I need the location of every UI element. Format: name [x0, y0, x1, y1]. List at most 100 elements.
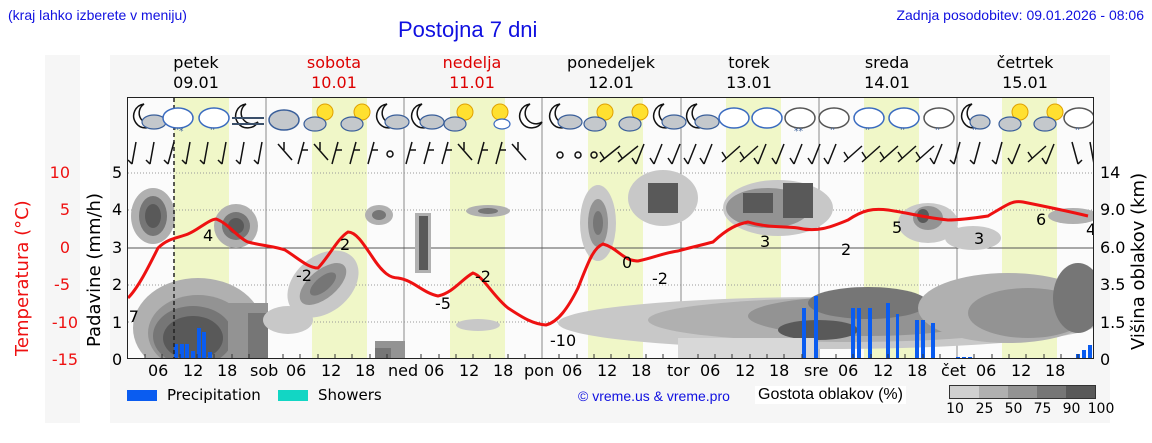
- cloud-density-tick: 10: [946, 401, 964, 417]
- svg-text:'': '': [1075, 127, 1080, 137]
- temp-tick: -10: [51, 313, 78, 332]
- temp-tick: 10: [49, 163, 70, 182]
- temperature-annotations: -7 4 -2 2 -5 -2 -10 0 -2 3 2 5 3 6 4: [128, 210, 1094, 350]
- precip-tick: 1: [112, 313, 123, 332]
- svg-text:2: 2: [340, 235, 350, 254]
- day-header-3: ponedeljek 12.01: [551, 53, 671, 93]
- svg-text:5: 5: [892, 218, 902, 237]
- x-tick: 06: [424, 361, 445, 380]
- svg-text:-2: -2: [296, 266, 312, 285]
- cloud-density-tick: 100: [1087, 401, 1115, 417]
- temp-tick: -15: [51, 350, 78, 369]
- svg-text:-10: -10: [550, 331, 576, 350]
- forecast-plot[interactable]: -7 4 -2 2 -5 -2 -10 0 -2 3 2 5 3 6 4: [127, 97, 1094, 359]
- moon-cloud-icon: [410, 103, 445, 130]
- x-tick: ned: [388, 361, 419, 380]
- cloud-icon: [268, 109, 300, 131]
- last-updated: Zadnja posodobitev: 09.01.2026 - 08:06: [896, 7, 1144, 23]
- cloud-height-tick: 14: [1100, 163, 1121, 182]
- day-date: 12.01: [588, 73, 634, 92]
- svg-text:**: **: [794, 127, 804, 137]
- svg-text:-2: -2: [475, 267, 491, 286]
- day-name: petek: [173, 53, 219, 72]
- x-tick: 18: [493, 361, 514, 380]
- temp-tick: 0: [59, 238, 70, 257]
- x-tick: 18: [769, 361, 790, 380]
- x-tick: 06: [148, 361, 169, 380]
- x-tick: 18: [217, 361, 238, 380]
- svg-text:0: 0: [622, 253, 632, 272]
- x-tick: 18: [355, 361, 376, 380]
- precipitation-swatch: [127, 390, 157, 401]
- sun-cloud-icon: [618, 103, 649, 132]
- day-name: ponedeljek: [567, 53, 655, 72]
- precip-tick: 4: [112, 200, 123, 219]
- day-header-5: sreda 14.01: [827, 53, 947, 93]
- cloud-height-tick: 3.5: [1100, 275, 1126, 294]
- x-tick: 12: [459, 361, 480, 380]
- cloud-rain-icon: '': [818, 107, 850, 137]
- cloud-height-tick: 1.5: [1100, 313, 1126, 332]
- moon-cloud-icon: [132, 103, 167, 130]
- x-tick: sob: [250, 361, 279, 380]
- x-tick: 06: [562, 361, 583, 380]
- precip-tick: 3: [112, 238, 123, 257]
- moon-cloud-icon: [685, 103, 720, 130]
- day-date: 11.01: [449, 73, 495, 92]
- day-name: sreda: [864, 53, 910, 72]
- svg-text:4: 4: [203, 226, 213, 245]
- forecast-chart-svg: -7 4 -2 2 -5 -2 -10 0 -2 3 2 5 3 6 4: [128, 98, 1094, 358]
- x-tick: sre: [804, 361, 829, 380]
- cloud-density: [131, 170, 1093, 358]
- cloud-rain-icon: '': [1063, 107, 1093, 137]
- cloud-rain-icon: '': [198, 107, 230, 137]
- svg-text:-5: -5: [435, 294, 451, 313]
- region-hint[interactable]: (kraj lahko izberete v meniju): [8, 7, 187, 23]
- svg-text:3: 3: [974, 229, 984, 248]
- moon-cloud-icon: [652, 103, 687, 130]
- sun-cloud-icon: [443, 103, 474, 132]
- day-date: 09.01: [173, 73, 219, 92]
- weather-icons: ''* '' ** '' '' '' '' '' ': [132, 103, 1093, 137]
- x-tick: 12: [597, 361, 618, 380]
- cloud-rain-icon: '': [853, 107, 885, 137]
- moon-icon: [518, 103, 543, 129]
- svg-text:4: 4: [1086, 220, 1094, 239]
- precipitation-legend-label: Precipitation: [167, 386, 261, 404]
- cloud-height-tick: 0: [1100, 350, 1111, 369]
- x-tick: 18: [1045, 361, 1066, 380]
- moon-cloud-icon: [548, 103, 583, 130]
- x-tick: 18: [907, 361, 928, 380]
- temp-tick: -5: [54, 275, 70, 294]
- day-date: 15.01: [1002, 73, 1048, 92]
- showers-legend-label: Showers: [318, 386, 382, 404]
- day-header-1: sobota 10.01: [274, 53, 394, 93]
- day-header-4: torek 13.01: [689, 53, 809, 93]
- svg-text:3: 3: [760, 232, 770, 251]
- precip-tick: 0: [112, 350, 123, 369]
- precip-tick: 5: [112, 163, 123, 182]
- cloud-rain-icon: '': [888, 107, 920, 137]
- day-date: 10.01: [311, 73, 357, 92]
- day-name: torek: [728, 53, 770, 72]
- svg-text:'': '': [865, 127, 870, 137]
- cloud-height-tick: 6.0: [1100, 238, 1126, 257]
- x-tick: 12: [873, 361, 894, 380]
- moon-fog-icon: [232, 103, 264, 129]
- svg-text:'': '': [900, 127, 905, 137]
- cloud-icon: [718, 107, 750, 129]
- page-title: Postojna 7 dni: [398, 17, 538, 42]
- day-date: 13.01: [726, 73, 772, 92]
- showers-swatch: [278, 390, 308, 401]
- copyright-link[interactable]: © vreme.us & vreme.pro: [578, 388, 730, 404]
- cloud-rain-icon: '': [923, 107, 955, 137]
- x-tick: čet: [941, 361, 966, 380]
- moon-cloud-rain-icon: '': [960, 103, 991, 137]
- sun-cloud-icon: [340, 103, 371, 132]
- sun-cloud-icon: [1033, 103, 1064, 132]
- x-tick: 06: [976, 361, 997, 380]
- x-tick: tor: [667, 361, 690, 380]
- x-tick: pon: [524, 361, 555, 380]
- day-date: 14.01: [864, 73, 910, 92]
- cloud-density-tick: 75: [1033, 401, 1052, 417]
